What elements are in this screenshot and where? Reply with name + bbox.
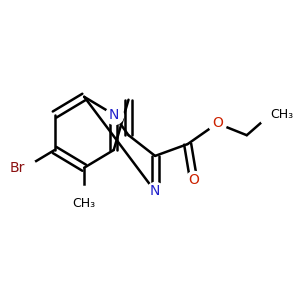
Text: N: N xyxy=(150,184,160,198)
Text: O: O xyxy=(212,116,223,130)
Text: Br: Br xyxy=(10,161,25,175)
Text: O: O xyxy=(188,172,199,187)
Text: CH₃: CH₃ xyxy=(270,108,293,121)
Text: CH₃: CH₃ xyxy=(73,197,96,210)
Text: N: N xyxy=(109,107,119,122)
